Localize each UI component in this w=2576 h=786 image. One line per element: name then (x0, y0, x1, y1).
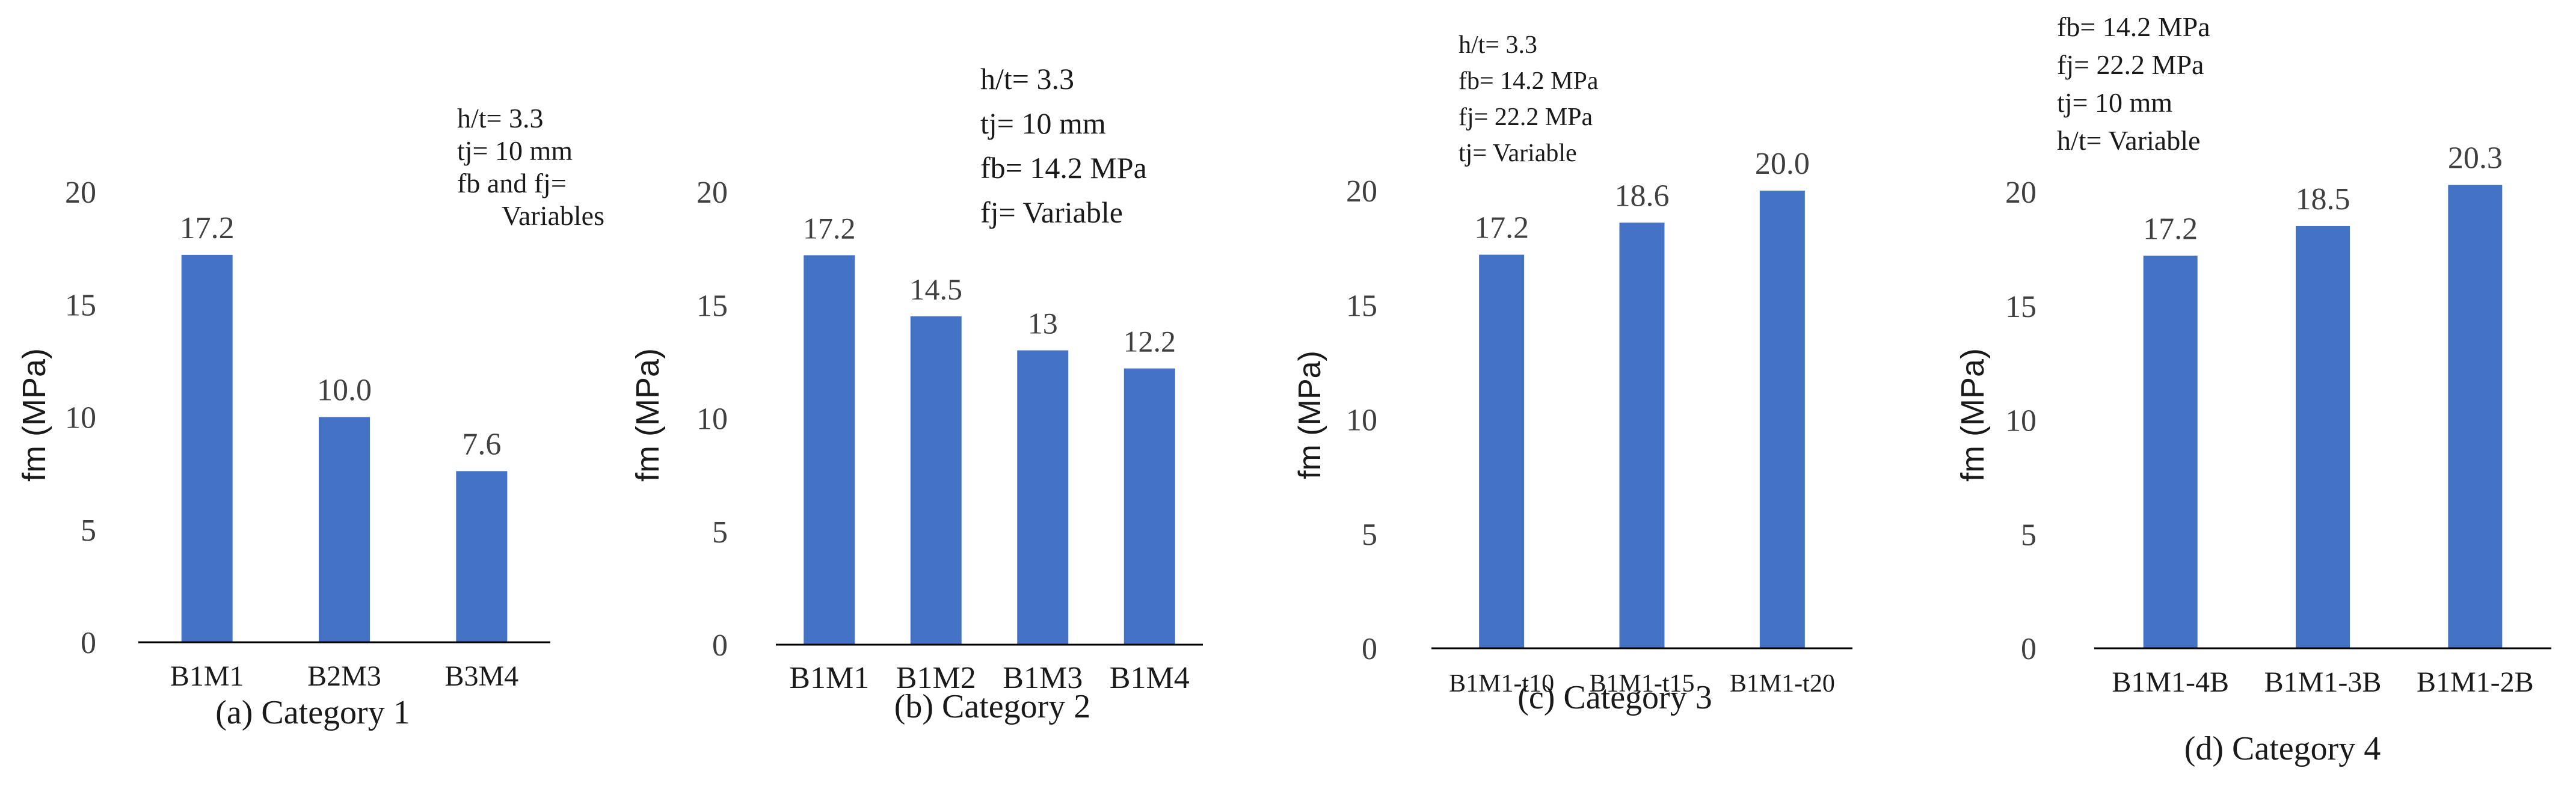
data-label: 18.6 (1615, 179, 1670, 213)
annotation-line: h/t= 3.3 (457, 103, 544, 134)
x-tick-label: B1M1 (170, 660, 244, 692)
x-tick-label: B1M1 (789, 661, 869, 695)
chart-caption: (c) Category 3 (1517, 679, 1712, 716)
annotation-line: fj= Variable (980, 195, 1123, 229)
y-tick-label: 0 (1362, 632, 1377, 666)
data-label: 14.5 (910, 272, 963, 306)
data-label: 20.3 (2448, 141, 2503, 176)
chart-panel-1: 0 5 10 15 20 17.2 B1M1 10.0 B2M3 7.6 B3M4 fm (MPa) h… (16, 103, 604, 731)
data-label: 7.6 (462, 427, 501, 461)
chart-caption: (d) Category 4 (2184, 730, 2381, 767)
x-tick-label: B1M1-4B (2112, 666, 2229, 698)
bar (1479, 254, 1525, 648)
x-tick-label: B1M1-3B (2264, 666, 2382, 698)
data-label: 20.0 (1755, 147, 1810, 181)
x-tick-label: B3M4 (444, 660, 518, 692)
chart-panel-2: 0 5 10 15 20 17.2 B1M1 14.5 B1M2 13 B1M3 12.2 B1M4 fm… (630, 62, 1203, 725)
bar (456, 471, 508, 642)
annotation-line: tj= 10 mm (980, 106, 1106, 140)
x-tick-label: B1M1-t10 (1449, 670, 1554, 698)
annotation-line: fb= 14.2 MPa (2057, 11, 2210, 42)
annotation-line: tj= Variable (1459, 140, 1577, 167)
annotation-line: fb= 14.2 MPa (980, 151, 1147, 185)
annotation-line: fb= 14.2 MPa (1459, 67, 1599, 95)
y-tick-label: 15 (2005, 290, 2037, 324)
chart-caption: (b) Category 2 (894, 688, 1091, 725)
bar (2448, 185, 2503, 648)
x-tick-label: B1M4 (1110, 661, 1190, 695)
y-tick-label: 20 (2005, 176, 2037, 210)
y-tick-label: 15 (65, 288, 96, 322)
data-label: 17.2 (1474, 211, 1529, 245)
bar (1017, 350, 1069, 645)
data-label: 13 (1028, 307, 1058, 340)
y-tick-label: 5 (81, 514, 96, 548)
bar (1124, 368, 1175, 645)
annotation-line: tj= 10 mm (2057, 87, 2172, 118)
data-label: 17.2 (180, 211, 235, 245)
y-axis-title: fm (MPa) (1955, 348, 1991, 482)
y-tick-label: 0 (81, 626, 96, 660)
y-tick-label: 20 (65, 176, 96, 210)
bar (1619, 223, 1665, 648)
y-tick-label: 20 (696, 176, 728, 210)
x-tick-label: B1M1-t15 (1589, 670, 1694, 698)
y-tick-label: 0 (2021, 632, 2037, 666)
y-tick-label: 15 (1346, 289, 1377, 323)
y-axis-title: fm (MPa) (16, 348, 52, 482)
x-tick-label: B1M1-2B (2417, 666, 2534, 698)
annotation-line: fj= 22.2 MPa (2057, 49, 2204, 80)
y-tick-label: 5 (712, 515, 728, 550)
y-tick-label: 5 (1362, 518, 1377, 552)
x-tick-label: B2M3 (307, 660, 381, 692)
annotation-line: tj= 10 mm (457, 135, 573, 166)
y-tick-label: 10 (1346, 404, 1377, 438)
y-axis-title: fm (MPa) (1293, 351, 1327, 479)
chart-panel-4: 0 5 10 15 20 17.2 B1M1-4B 18.5 B1M1-3B 20.3 B1M1-2… (1955, 11, 2551, 767)
annotation-line: h/t= 3.3 (980, 62, 1074, 96)
y-tick-label: 20 (1346, 174, 1377, 209)
annotation-line: h/t= 3.3 (1459, 31, 1537, 59)
bar (319, 417, 370, 642)
bar (2296, 226, 2350, 648)
data-label: 17.2 (803, 211, 856, 245)
x-tick-label: B1M2 (896, 661, 976, 695)
data-label: 10.0 (317, 373, 372, 408)
y-tick-label: 0 (712, 628, 728, 663)
data-label: 17.2 (2143, 212, 2198, 246)
annotation-line: fj= 22.2 MPa (1459, 103, 1593, 131)
annotation-line: fb and fj= (457, 168, 567, 198)
y-tick-label: 10 (696, 402, 728, 437)
y-tick-label: 10 (2005, 404, 2037, 438)
bar (1759, 191, 1805, 648)
x-tick-label: B1M1-t20 (1730, 670, 1835, 698)
data-label: 18.5 (2296, 182, 2350, 216)
bar (2143, 256, 2198, 648)
chart-panel-3: 0 5 10 15 20 17.2 B1M1-t10 18.6 B1M1-t15 20.0 B1M1… (1293, 31, 1852, 716)
y-axis-title: fm (MPa) (630, 348, 666, 482)
chart-caption: (a) Category 1 (215, 694, 410, 731)
bar (804, 255, 855, 645)
x-tick-label: B1M3 (1003, 661, 1083, 695)
bar (181, 254, 233, 642)
bar (910, 316, 962, 645)
data-label: 12.2 (1124, 325, 1176, 358)
y-tick-label: 10 (65, 401, 96, 435)
annotation-line: h/t= Variable (2057, 125, 2200, 156)
annotation-line: Variables (502, 200, 604, 231)
y-tick-label: 5 (2021, 518, 2037, 552)
y-tick-label: 15 (696, 289, 728, 323)
